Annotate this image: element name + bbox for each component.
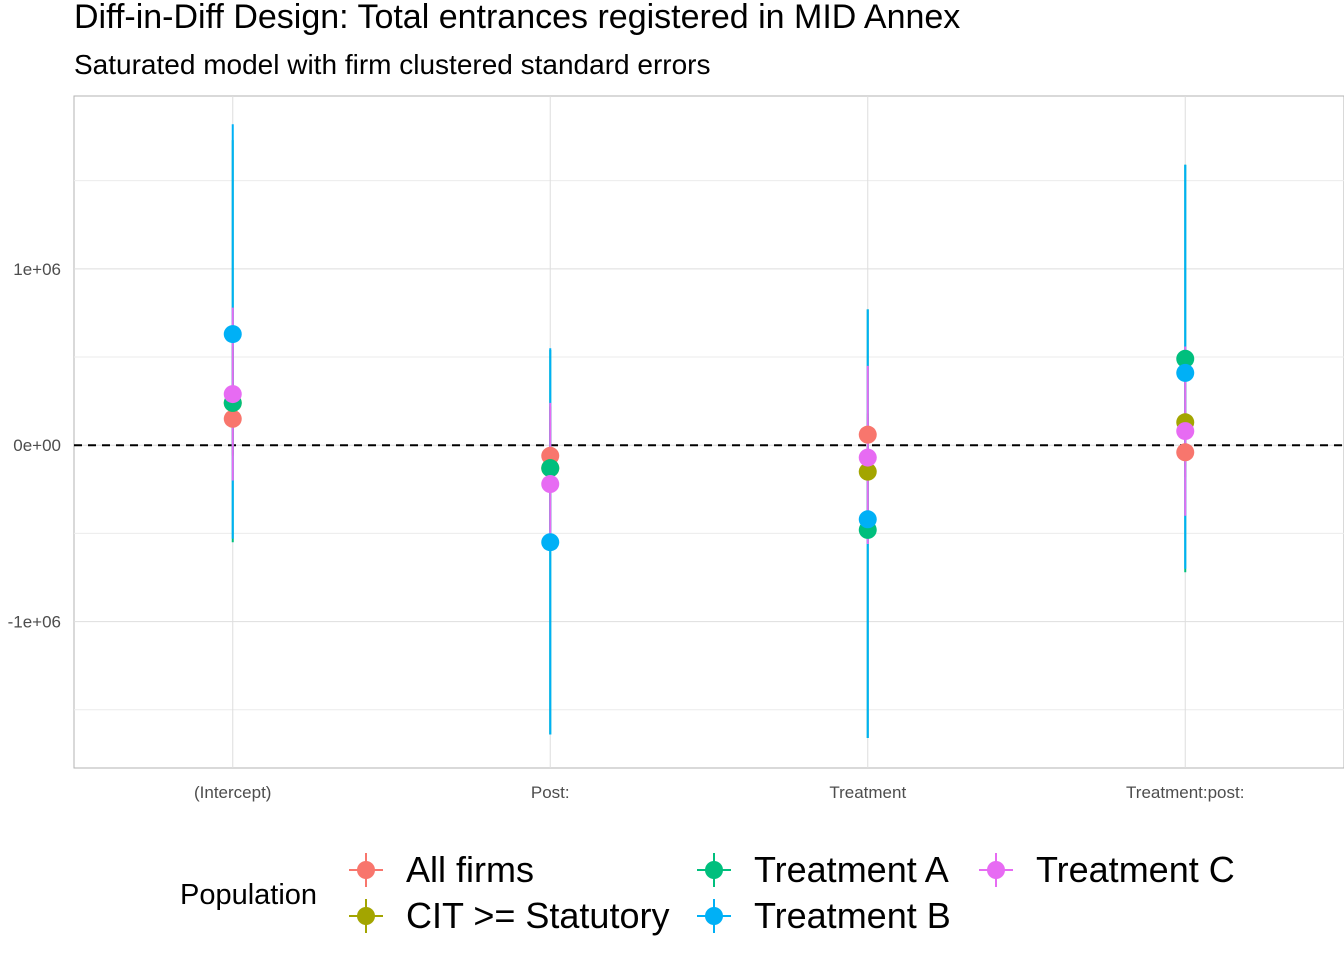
chart-title: Diff-in-Diff Design: Total entrances reg… (74, 0, 960, 36)
panel-border (73, 95, 1344, 769)
x-tick-label: Treatment:post: (1126, 783, 1244, 802)
legend-label: Treatment B (754, 895, 951, 936)
legend: Population All firms CIT >= Statutory Treat… (180, 849, 1235, 936)
estimate-point (1176, 422, 1195, 441)
estimate-point (1176, 363, 1195, 382)
estimate-point (223, 409, 242, 428)
estimate-point (541, 533, 560, 552)
legend-label: Treatment A (754, 849, 949, 890)
estimate-point (223, 325, 242, 344)
estimate-point (858, 448, 877, 467)
estimate-point (1176, 443, 1195, 462)
estimate-point (1176, 349, 1195, 368)
estimate-point (858, 510, 877, 529)
legend-label: CIT >= Statutory (406, 895, 669, 936)
legend-label: All firms (406, 849, 534, 890)
estimate-point (858, 425, 877, 444)
y-tick-label: 0e+00 (13, 436, 61, 455)
legend-key-point (357, 861, 375, 879)
legend-label: Treatment C (1036, 849, 1235, 890)
legend-key-point (357, 907, 375, 925)
x-tick-label: Post: (531, 783, 570, 802)
estimate-point (858, 462, 877, 481)
y-tick-label: 1e+06 (13, 260, 61, 279)
estimate-point (541, 446, 560, 465)
chart-subtitle: Saturated model with firm clustered stan… (74, 49, 711, 80)
estimate-point (541, 459, 560, 478)
legend-key-point (705, 861, 723, 879)
x-tick-label: Treatment (829, 783, 906, 802)
estimate-point (541, 475, 560, 494)
legend-title: Population (180, 879, 317, 911)
legend-key-point (705, 907, 723, 925)
y-tick-label: -1e+06 (8, 613, 61, 632)
plot-area: 1e+06 0e+00 -1e+06 (Intercept) Post: Treatmen… (8, 95, 1344, 802)
estimate-point (223, 385, 242, 404)
legend-key-point (987, 861, 1005, 879)
x-tick-label: (Intercept) (194, 783, 271, 802)
